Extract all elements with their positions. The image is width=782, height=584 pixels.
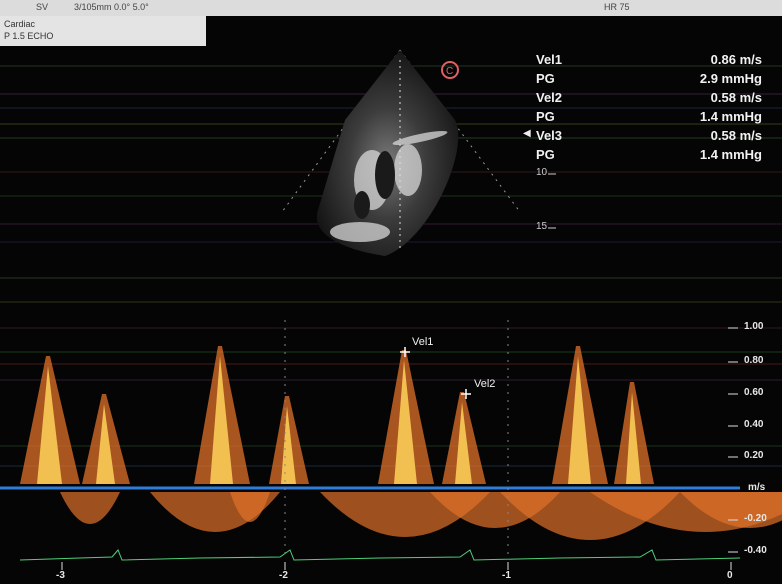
y-tick-0-40: 0.40 bbox=[744, 419, 764, 430]
measurement-row: PG 1.4 mmHg bbox=[536, 109, 762, 125]
measurement-row: Vel1 0.86 m/s bbox=[536, 52, 762, 68]
spectral-core bbox=[96, 404, 115, 484]
spectral-core bbox=[394, 360, 417, 484]
spectral-core bbox=[626, 392, 641, 484]
measurement-value: 0.58 m/s bbox=[710, 128, 762, 143]
y-tick-1-00: 1.00 bbox=[744, 321, 764, 332]
measurement-label: Vel3 bbox=[536, 128, 563, 143]
header-mode: SV bbox=[36, 2, 49, 12]
orientation-marker-label: C bbox=[446, 66, 453, 77]
info-line-2: P 1.5 ECHO bbox=[4, 31, 54, 41]
y-tick-neg-0-20: -0.20 bbox=[744, 513, 767, 524]
measurement-value: 0.86 m/s bbox=[710, 52, 762, 67]
doppler-spectrum bbox=[20, 346, 782, 540]
top-status-bar: SV 3/105mm 0.0° 5.0° HR 75 bbox=[0, 0, 782, 16]
x-tick-0: 0 bbox=[727, 570, 733, 581]
ecg-trace bbox=[19, 549, 741, 561]
reverse-flow bbox=[60, 492, 120, 524]
measurement-value: 1.4 mmHg bbox=[699, 109, 762, 124]
x-tick-neg-3: -3 bbox=[56, 570, 65, 581]
annotation-vel2: Vel2 bbox=[474, 378, 496, 390]
header-heart-rate: HR 75 bbox=[604, 2, 630, 12]
measurement-value: 1.4 mmHg bbox=[699, 147, 762, 162]
x-tick-neg-2: -2 bbox=[279, 570, 288, 581]
measurement-row: PG 2.9 mmHg bbox=[536, 71, 762, 87]
measurement-label: Vel2 bbox=[536, 90, 563, 105]
annotation-vel1: Vel1 bbox=[412, 336, 434, 348]
measurement-label: PG bbox=[536, 71, 555, 86]
y-tick-0-80: 0.80 bbox=[744, 355, 764, 366]
measurement-label: PG bbox=[536, 109, 555, 124]
measurement-label: Vel1 bbox=[536, 52, 563, 67]
spectral-core bbox=[210, 356, 233, 484]
info-line-1: Cardiac bbox=[4, 19, 36, 29]
measurement-value: 2.9 mmHg bbox=[699, 71, 762, 86]
spectral-core bbox=[568, 356, 591, 484]
orientation-marker-icon bbox=[441, 61, 459, 79]
y-tick-neg-0-40: -0.40 bbox=[744, 545, 767, 556]
spectral-core bbox=[455, 402, 472, 484]
measurement-row: Vel2 0.58 m/s bbox=[536, 90, 762, 106]
measurement-row: PG 1.4 mmHg bbox=[536, 147, 762, 163]
y-tick-0-20: 0.20 bbox=[744, 450, 764, 461]
y-tick-0-60: 0.60 bbox=[744, 387, 764, 398]
y-axis-unit: m/s bbox=[748, 482, 766, 493]
header-sweep: 3/105mm 0.0° 5.0° bbox=[74, 2, 149, 12]
measurement-row: Vel3 0.58 m/s bbox=[536, 128, 762, 144]
patient-info-box: Cardiac P 1.5 ECHO bbox=[0, 16, 206, 46]
sector-outline bbox=[281, 49, 521, 213]
spectral-core bbox=[37, 366, 62, 484]
x-tick-neg-1: -1 bbox=[502, 570, 511, 581]
depth-mark-10: 10 bbox=[536, 167, 548, 178]
reverse-flow bbox=[230, 492, 270, 522]
reverse-flow bbox=[680, 492, 782, 528]
measurement-value: 0.58 m/s bbox=[710, 90, 762, 105]
depth-mark-15: 15 bbox=[536, 221, 548, 232]
measurement-label: PG bbox=[536, 147, 555, 162]
active-measurement-arrow-icon: ◀ bbox=[523, 128, 531, 139]
